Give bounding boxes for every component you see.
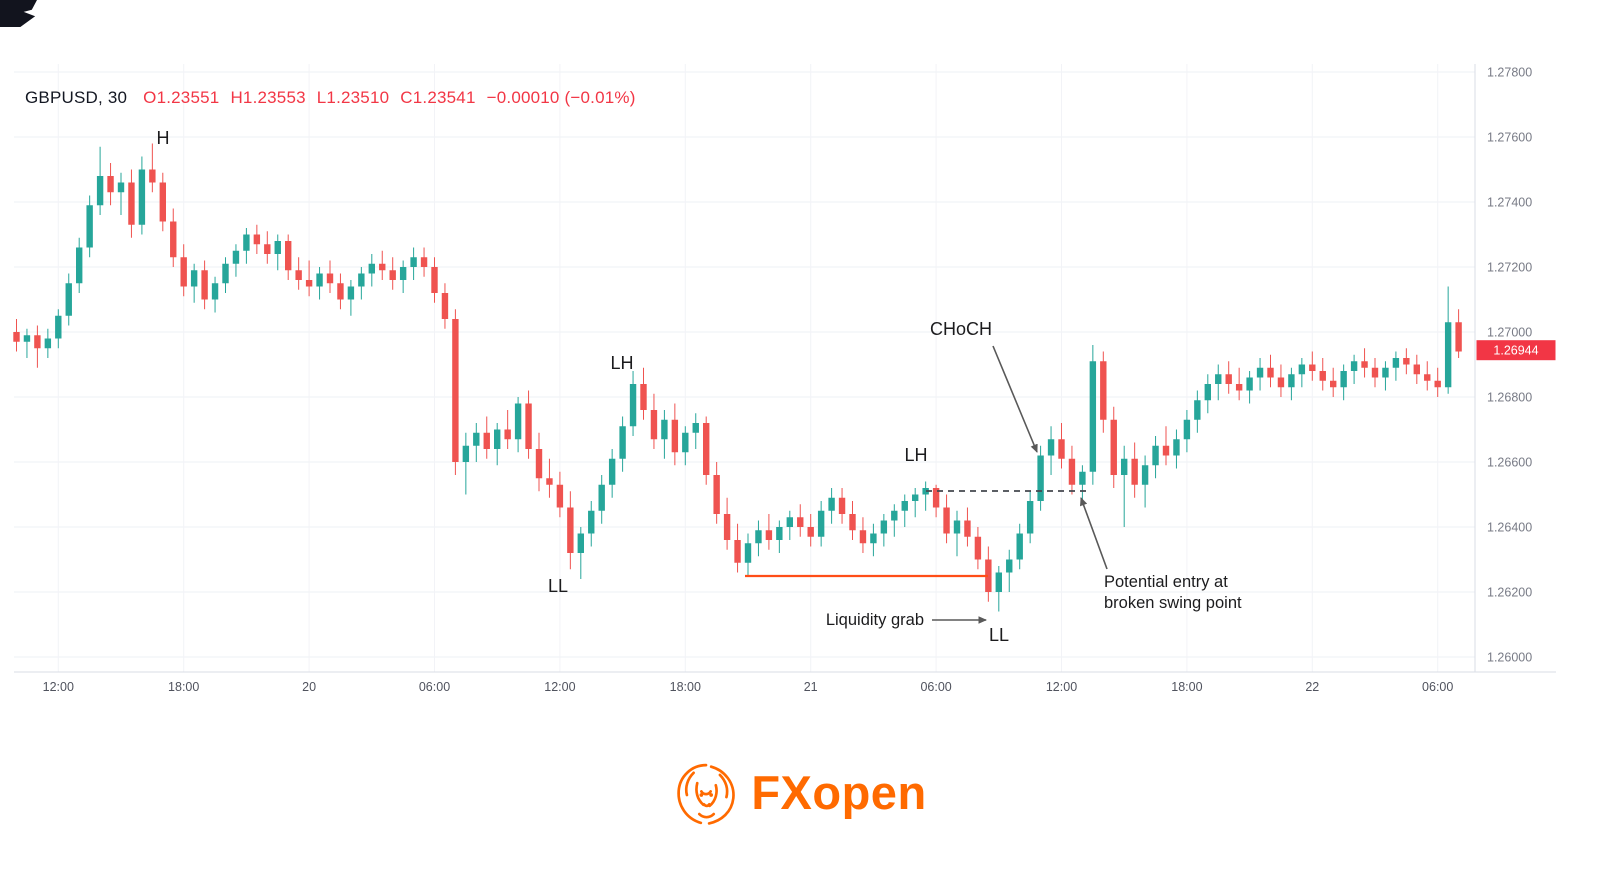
- price-axis[interactable]: 1.27800 1.27600 1.27400 1.27200 1.27000 1.268…: [1487, 66, 1532, 665]
- annotations: H LH LL LH CHoCH LL Liquidity grab Potential en…: [157, 128, 1242, 645]
- time-axis-label: 06:00: [920, 680, 951, 694]
- time-axis-label: 12:00: [544, 680, 575, 694]
- swing-label: LL: [989, 625, 1009, 645]
- swing-label: LH: [610, 353, 633, 373]
- price-axis-label: 1.26400: [1487, 521, 1532, 535]
- last-price-value: 1.26944: [1493, 344, 1538, 358]
- grid: [14, 64, 1475, 672]
- swing-label: CHoCH: [930, 319, 992, 339]
- price-axis-label: 1.27400: [1487, 196, 1532, 210]
- ohlc-open: O1.23551: [143, 88, 220, 107]
- fxopen-logo: FXopen: [0, 756, 1600, 832]
- time-axis-label: 12:00: [1046, 680, 1077, 694]
- time-axis-label: 21: [804, 680, 818, 694]
- fxopen-lion-icon: [677, 763, 736, 825]
- time-axis-label: 20: [302, 680, 316, 694]
- annotation-note: broken swing point: [1104, 594, 1242, 612]
- annotation-note: Potential entry at: [1104, 573, 1228, 591]
- time-axis-label: 18:00: [168, 680, 199, 694]
- price-axis-label: 1.26000: [1487, 651, 1532, 665]
- ohlc-low: L1.23510: [316, 88, 390, 107]
- price-axis-label: 1.26200: [1487, 586, 1532, 600]
- ohlc-high: H1.23553: [230, 88, 306, 107]
- choch-arrow: [992, 345, 1038, 453]
- swing-label: LH: [904, 445, 927, 465]
- swing-label: H: [157, 128, 170, 148]
- time-axis-label: 06:00: [1422, 680, 1453, 694]
- annotation-note: Liquidity grab: [826, 611, 924, 629]
- time-axis-label: 18:00: [1171, 680, 1202, 694]
- time-axis-label: 06:00: [419, 680, 450, 694]
- time-axis-label: 12:00: [43, 680, 74, 694]
- time-axis[interactable]: 12:00 18:00 20 06:00 12:00 18:00 21 06:00 12:00 1…: [43, 680, 1454, 694]
- candles: [13, 143, 1462, 612]
- price-axis-label: 1.26600: [1487, 456, 1532, 470]
- price-axis-label: 1.26800: [1487, 391, 1532, 405]
- price-axis-label: 1.27000: [1487, 326, 1532, 340]
- price-axis-label: 1.27600: [1487, 131, 1532, 145]
- ohlc-change: −0.00010 (−0.01%): [486, 88, 636, 107]
- symbol-name[interactable]: GBPUSD, 30: [25, 88, 128, 107]
- time-axis-label: 22: [1305, 680, 1319, 694]
- price-axis-label: 1.27200: [1487, 261, 1532, 275]
- last-price-tag: 1.26944: [1476, 340, 1556, 361]
- swing-label: LL: [548, 576, 568, 596]
- ohlc-close: C1.23541: [400, 88, 476, 107]
- price-axis-label: 1.27800: [1487, 66, 1532, 80]
- fxopen-wordmark: FXopen: [751, 765, 927, 819]
- time-axis-label: 18:00: [670, 680, 701, 694]
- symbol-legend: GBPUSD, 30 O1.23551 H1.23553 L1.23510 C1.235…: [25, 88, 647, 108]
- entry-arrow: [1080, 497, 1108, 570]
